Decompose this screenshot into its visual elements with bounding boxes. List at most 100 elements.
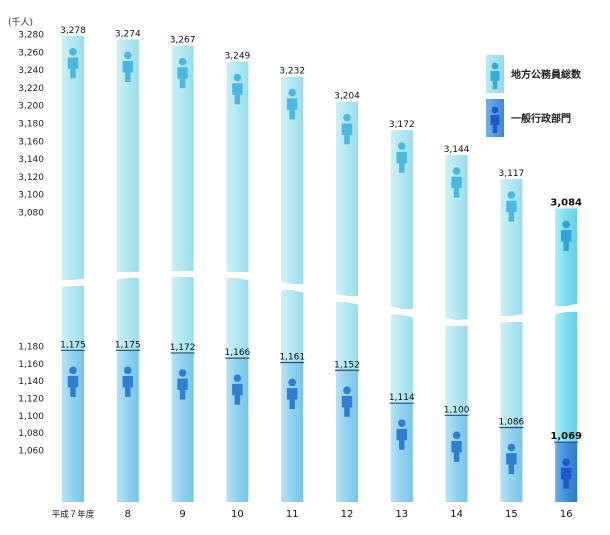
- person-icon: [286, 378, 298, 410]
- bar-total-lower: [500, 322, 523, 428]
- person-icon: [232, 374, 243, 405]
- bar-total: [555, 208, 578, 306]
- lower-tick-label: 1,160: [18, 360, 44, 370]
- person-icon: [341, 386, 353, 417]
- bar-group: 3,117 1,086: [499, 169, 525, 502]
- total-value-label: 3,249: [225, 52, 251, 62]
- person-icon: [67, 47, 79, 79]
- person-icon: [122, 366, 134, 397]
- bar-general: [116, 350, 139, 502]
- lower-tick-label: 1,180: [18, 343, 44, 353]
- lower-tick-label: 1,080: [18, 429, 44, 439]
- upper-y-axis: 3,280 3,260 3,240 3,220 3,200 3,180 3,160 3,140…: [18, 31, 44, 219]
- bar-general: [281, 362, 304, 502]
- upper-tick-label: 3,100: [18, 191, 44, 201]
- bar-group: 3,267 1,172: [170, 36, 196, 502]
- bar-total: [445, 155, 468, 320]
- general-value-label: 1,069: [550, 431, 582, 442]
- x-tick-label: 14: [450, 509, 463, 520]
- total-value-label: 3,278: [60, 26, 86, 36]
- person-icon: [451, 167, 462, 198]
- general-value-label: 1,175: [60, 340, 86, 350]
- bar-total-lower: [555, 312, 578, 443]
- bar-total: [390, 130, 413, 309]
- person-icon: [396, 419, 408, 450]
- person-icon: [490, 106, 500, 133]
- x-tick-label: 平成７年度: [52, 509, 95, 520]
- x-tick-label: 15: [505, 509, 518, 520]
- total-value-label: 3,204: [334, 92, 360, 102]
- upper-tick-label: 3,240: [18, 66, 44, 76]
- general-value-label: 1,100: [444, 405, 470, 415]
- lower-tick-label: 1,140: [18, 377, 44, 387]
- bar-group: 3,274 1,175: [115, 29, 141, 502]
- upper-tick-label: 3,180: [18, 120, 44, 130]
- general-value-label: 1,086: [499, 417, 525, 427]
- x-tick-label: 8: [125, 509, 131, 520]
- bar-general: [62, 350, 84, 502]
- total-value-label: 3,267: [170, 36, 196, 46]
- bar-total: [171, 45, 194, 271]
- legend: 地方公務員総数 一般行政部門: [486, 55, 582, 137]
- bar-group: 3,249 1,166: [225, 52, 251, 502]
- bar-total: [336, 101, 358, 296]
- bar-general: [171, 352, 194, 502]
- general-value-label: 1,114: [389, 393, 415, 403]
- upper-tick-label: 3,200: [18, 102, 44, 112]
- upper-tick-label: 3,140: [18, 155, 44, 165]
- bar-total-lower: [390, 315, 413, 404]
- person-icon: [122, 51, 134, 82]
- x-tick-label: 16: [560, 509, 573, 520]
- bar-group: 3,204 1,152: [334, 92, 360, 502]
- x-tick-label: 9: [179, 509, 185, 520]
- person-icon: [177, 369, 188, 400]
- upper-tick-label: 3,160: [18, 137, 44, 147]
- person-icon: [490, 62, 500, 89]
- bar-total: [281, 76, 304, 284]
- bar-total-lower: [62, 286, 84, 351]
- bar-total-lower: [171, 277, 194, 353]
- bar-general: [226, 358, 249, 502]
- bar-general: [336, 370, 358, 502]
- person-icon: [67, 366, 79, 397]
- upper-tick-label: 3,220: [18, 84, 44, 94]
- person-icon: [177, 57, 188, 89]
- x-tick-label: 13: [395, 509, 408, 520]
- lower-tick-label: 1,060: [18, 447, 44, 457]
- bar-total: [116, 39, 139, 273]
- bar-group: 3,278 1,175: [60, 26, 86, 502]
- general-value-label: 1,172: [170, 343, 196, 353]
- x-tick-label: 11: [286, 509, 299, 520]
- person-icon: [286, 88, 298, 120]
- bar-total-lower: [226, 278, 249, 359]
- total-value-label: 3,144: [444, 145, 470, 155]
- bar-group: 3,144 1,100: [444, 145, 470, 502]
- x-tick-label: 12: [341, 509, 354, 520]
- person-icon: [506, 443, 517, 475]
- bar-group: 3,172 1,114: [389, 120, 415, 502]
- bar-total-lower: [336, 302, 358, 371]
- person-icon: [232, 73, 243, 105]
- lower-y-axis: 1,180 1,160 1,140 1,120 1,100 1,080 1,060: [18, 343, 44, 457]
- total-value-label: 3,117: [499, 169, 525, 179]
- x-tick-label: 10: [231, 509, 244, 520]
- person-icon: [560, 458, 572, 489]
- axis-break-band: [55, 271, 585, 326]
- general-value-label: 1,175: [115, 340, 141, 350]
- total-value-label: 3,172: [389, 120, 415, 130]
- general-value-label: 1,166: [225, 348, 251, 358]
- bar-total: [226, 61, 249, 273]
- lower-tick-label: 1,100: [18, 412, 44, 422]
- bar-total-lower: [445, 326, 468, 416]
- upper-tick-label: 3,280: [18, 31, 44, 41]
- bar-total: [500, 179, 523, 316]
- upper-tick-label: 3,080: [18, 209, 44, 219]
- bar-total: [62, 35, 84, 280]
- legend-label-general: 一般行政部門: [511, 112, 571, 125]
- lower-tick-label: 1,120: [18, 395, 44, 405]
- total-value-label: 3,232: [279, 67, 305, 77]
- bar-group: 3,232 1,161: [279, 67, 305, 502]
- upper-tick-label: 3,120: [18, 173, 44, 183]
- bar-general: [390, 403, 413, 502]
